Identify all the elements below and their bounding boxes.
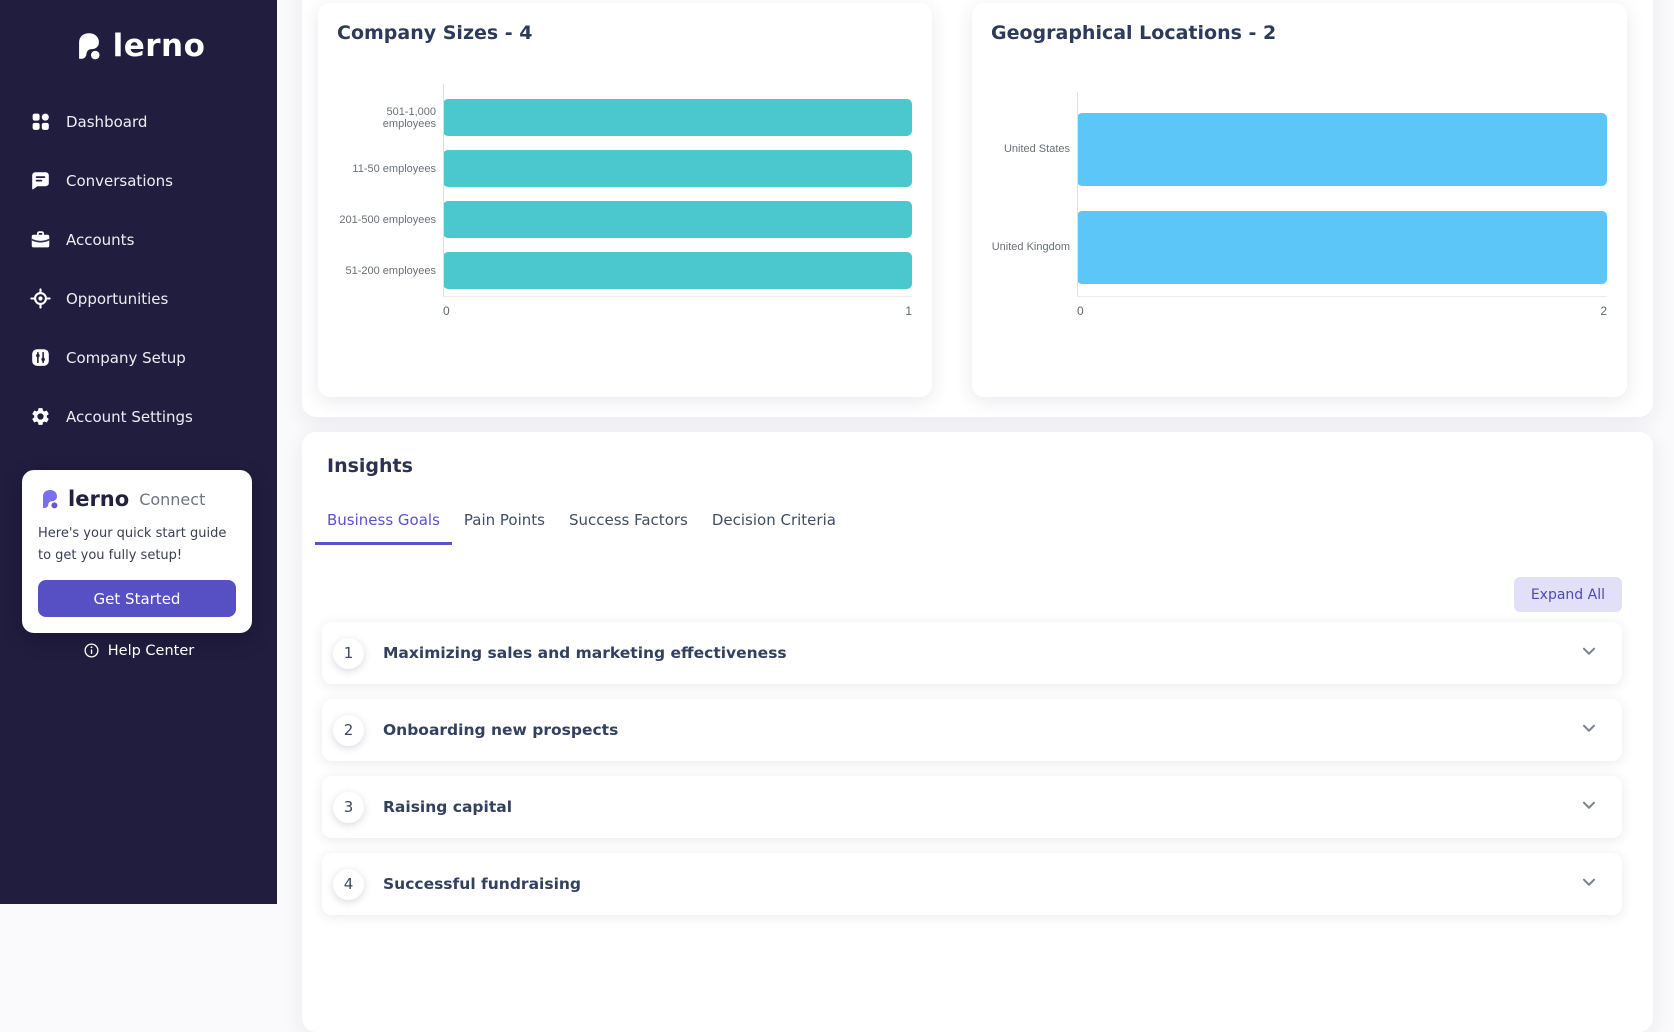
connect-card-logo: lerno Connect <box>38 487 236 511</box>
item-number-badge: 4 <box>333 868 364 900</box>
bar <box>443 150 912 187</box>
chevron-down-icon[interactable] <box>1578 794 1600 820</box>
tab-decision-criteria[interactable]: Decision Criteria <box>711 511 836 529</box>
bar-track <box>443 143 912 194</box>
main-content: Company Sizes - 4 501-1,000 employees 11-… <box>302 0 1653 1032</box>
bar <box>443 99 912 136</box>
insights-tabs: Business Goals Pain Points Success Factors… <box>315 501 1622 545</box>
bar-track <box>443 92 912 143</box>
bar <box>443 201 912 238</box>
category-label: 201-500 employees <box>339 213 436 226</box>
account-settings-icon <box>30 406 51 427</box>
sidebar-item-label: Company Setup <box>66 348 186 367</box>
sidebar-item-label: Account Settings <box>66 407 193 426</box>
x-tick-label: 0 <box>443 304 450 318</box>
item-number-badge: 2 <box>333 714 364 746</box>
connect-card: lerno Connect Here's your quick start gu… <box>22 470 252 634</box>
sidebar-item-label: Opportunities <box>66 289 169 308</box>
bar-row: 11-50 employees <box>337 143 912 194</box>
sidebar-item-label: Conversations <box>66 171 173 190</box>
tab-pain-points[interactable]: Pain Points <box>463 511 545 529</box>
item-title: Maximizing sales and marketing effective… <box>383 644 787 662</box>
bar-row: United States <box>991 100 1607 198</box>
chevron-down-icon[interactable] <box>1578 871 1600 897</box>
bar-row: 51-200 employees <box>337 245 912 296</box>
chevron-down-icon[interactable] <box>1578 717 1600 743</box>
item-title: Raising capital <box>383 798 513 816</box>
help-center-label: Help Center <box>107 642 195 659</box>
company-setup-icon <box>30 347 51 368</box>
sidebar-item-account-settings[interactable]: Account Settings <box>0 387 277 446</box>
opportunities-icon <box>30 288 51 309</box>
sidebar-item-accounts[interactable]: Accounts <box>0 210 277 269</box>
bar-chart: 501-1,000 employees 11-50 employees 201-50… <box>337 84 912 318</box>
insight-item-raising-capital[interactable]: 3 Raising capital <box>322 776 1622 838</box>
item-number-badge: 1 <box>333 637 364 669</box>
item-number-badge: 3 <box>333 791 364 823</box>
category-label: 11-50 employees <box>352 162 436 175</box>
geographical-locations-chart-card: Geographical Locations - 2 United States… <box>972 3 1627 397</box>
get-started-button[interactable]: Get Started <box>38 580 236 618</box>
info-icon <box>84 643 99 658</box>
bar-track <box>1077 198 1607 296</box>
connect-card-brand: lerno <box>68 487 130 511</box>
bar-track <box>443 245 912 296</box>
bar <box>443 252 912 289</box>
sidebar-item-label: Accounts <box>66 230 135 249</box>
help-center-link[interactable]: Help Center <box>0 642 277 659</box>
category-label: United Kingdom <box>991 241 1070 253</box>
x-tick-label: 2 <box>1600 304 1607 318</box>
insights-title: Insights <box>327 455 413 477</box>
bar-track <box>1077 100 1607 198</box>
bar-row: 201-500 employees <box>337 194 912 245</box>
conversations-icon <box>30 170 51 191</box>
category-label: 51-200 employees <box>345 264 436 277</box>
bar <box>1077 210 1607 284</box>
bar-row: United Kingdom <box>991 198 1607 296</box>
sidebar: lerno Dashboard Conversations Accounts Oppo… <box>0 0 277 904</box>
charts-panel: Company Sizes - 4 501-1,000 employees 11-… <box>302 0 1653 417</box>
accounts-icon <box>30 229 51 250</box>
chart-title: Geographical Locations - 2 <box>991 22 1277 44</box>
bar <box>1077 112 1607 186</box>
insights-panel: Insights Business Goals Pain Points Succes… <box>302 432 1653 1032</box>
insights-accordion: 1 Maximizing sales and marketing effectiv… <box>322 622 1622 915</box>
y-axis-line <box>1077 92 1078 296</box>
brand-wordmark: lerno <box>112 28 206 64</box>
item-title: Onboarding new prospects <box>383 721 619 739</box>
company-sizes-chart-card: Company Sizes - 4 501-1,000 employees 11-… <box>318 3 932 397</box>
lerno-logo-icon <box>78 33 100 60</box>
brand-logo: lerno <box>0 28 277 64</box>
expand-all-button[interactable]: Expand All <box>1513 577 1622 612</box>
sidebar-item-opportunities[interactable]: Opportunities <box>0 269 277 328</box>
category-label: 501-1,000 employees <box>382 105 436 130</box>
y-axis-line <box>443 84 444 296</box>
tab-success-factors[interactable]: Success Factors <box>568 511 688 529</box>
chart-title: Company Sizes - 4 <box>337 22 533 44</box>
expand-row: Expand All <box>327 577 1622 612</box>
insight-item-maximizing-sales-and-marketing-effectiveness[interactable]: 1 Maximizing sales and marketing effectiv… <box>322 622 1622 684</box>
sidebar-item-company-setup[interactable]: Company Setup <box>0 328 277 387</box>
sidebar-nav: Dashboard Conversations Accounts Opportunit… <box>0 92 277 446</box>
connect-card-suffix: Connect <box>139 489 206 509</box>
x-tick-label: 0 <box>1077 304 1084 318</box>
sidebar-item-label: Dashboard <box>66 112 148 131</box>
item-title: Successful fundraising <box>383 875 582 893</box>
x-tick-label: 1 <box>905 304 912 318</box>
tab-business-goals[interactable]: Business Goals <box>315 501 452 545</box>
insight-item-onboarding-new-prospects[interactable]: 2 Onboarding new prospects <box>322 699 1622 761</box>
dashboard-icon <box>30 111 51 132</box>
sidebar-item-dashboard[interactable]: Dashboard <box>0 92 277 151</box>
sidebar-item-conversations[interactable]: Conversations <box>0 151 277 210</box>
connect-card-description: Here's your quick start guide to get you… <box>38 526 227 564</box>
chevron-down-icon[interactable] <box>1578 640 1600 666</box>
category-label: United States <box>1003 143 1070 155</box>
lerno-logo-icon <box>43 490 58 509</box>
bar-row: 501-1,000 employees <box>337 92 912 143</box>
insight-item-successful-fundraising[interactable]: 4 Successful fundraising <box>322 853 1622 915</box>
bar-track <box>443 194 912 245</box>
